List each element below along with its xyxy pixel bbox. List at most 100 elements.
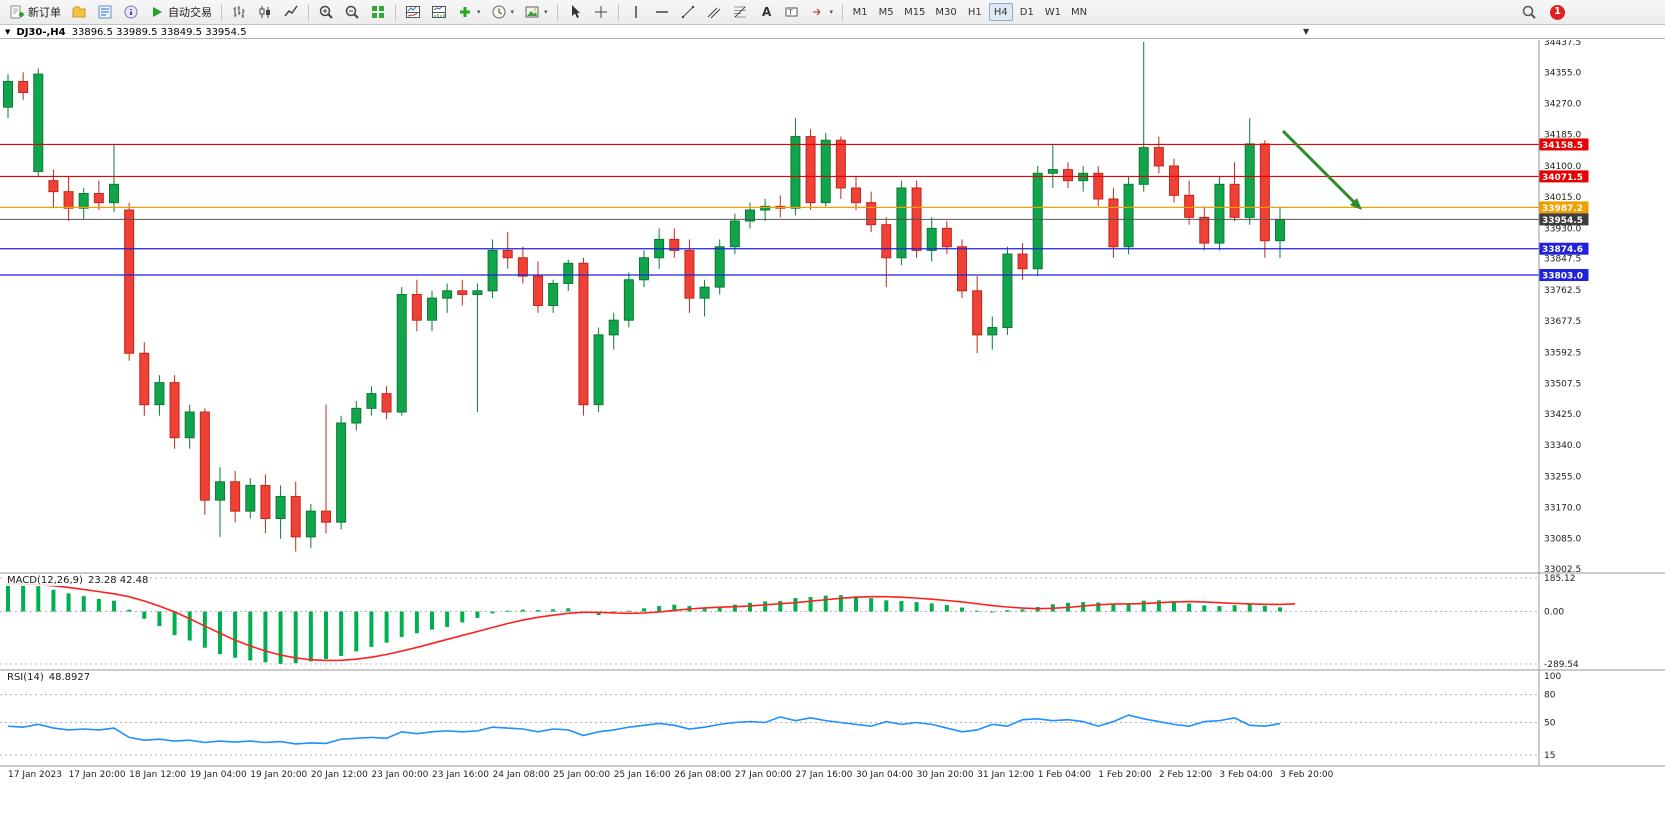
timeframe-button-mn[interactable]: MN xyxy=(1071,6,1088,18)
timeframe-group: M1 M5 M15 M30 H1 H4 D1 W1 MN xyxy=(847,3,1092,21)
macd-histogram-bar xyxy=(445,611,450,627)
horizontal-line-button[interactable] xyxy=(650,3,674,22)
macd-histogram-bar xyxy=(869,598,874,612)
chart-menu-dropdown-icon[interactable]: ▼ xyxy=(5,28,11,36)
periods-button[interactable]: ▾ xyxy=(487,3,519,22)
price-badge-label: 33874.6 xyxy=(1542,245,1583,255)
time-axis-label: 17 Jan 20:00 xyxy=(69,770,126,780)
fibonacci-button[interactable] xyxy=(728,3,752,22)
chart-ohlc-quote: 33896.5 33989.5 33849.5 33954.5 xyxy=(71,26,247,38)
line-chart-button[interactable] xyxy=(279,3,303,22)
candlestick-chart-icon xyxy=(257,4,273,20)
timeframe-button-m1[interactable]: M1 xyxy=(852,6,868,18)
price-badge xyxy=(1539,201,1589,214)
candle-body xyxy=(639,257,649,281)
navigator-button[interactable] xyxy=(119,3,143,22)
text-icon: A xyxy=(758,4,774,20)
trendline-button[interactable] xyxy=(676,3,700,22)
timeframe-button-m5[interactable]: M5 xyxy=(878,6,894,18)
new-order-label: 新订单 xyxy=(28,6,61,19)
candle-body xyxy=(851,187,861,204)
candle-body xyxy=(154,382,165,406)
price-chart-canvas[interactable]: 34437.5 34355.0 34270.0 34185.0 34100.0 34015… xyxy=(0,40,1665,782)
indicator-window-button[interactable] xyxy=(401,3,425,22)
candle-body xyxy=(987,327,998,336)
channel-button[interactable] xyxy=(702,3,726,22)
macd-indicator-label: MACD(12,26,9) 23.28 42.48 xyxy=(5,575,151,586)
candle-body xyxy=(1047,169,1058,174)
macd-histogram-bar xyxy=(929,603,934,612)
timeframe-button-d1[interactable]: D1 xyxy=(1019,6,1034,18)
time-axis[interactable]: 17 Jan 2023 17 Jan 20:00 18 Jan 12:00 19 Ja… xyxy=(8,770,1334,780)
arrow-object[interactable] xyxy=(1281,129,1362,211)
new-order-button[interactable]: 新订单 xyxy=(5,3,65,22)
label-button[interactable]: T xyxy=(780,3,804,22)
price-badge xyxy=(1539,242,1589,255)
crosshair-button[interactable] xyxy=(589,3,613,22)
zoom-in-button[interactable] xyxy=(314,3,338,22)
candle-body xyxy=(941,227,952,248)
macd-histogram-bar xyxy=(596,611,601,616)
market-watch-button[interactable] xyxy=(93,3,117,22)
rsi-value: 48.8927 xyxy=(48,672,91,683)
candle-body xyxy=(1138,147,1149,185)
macd-histogram-bar xyxy=(1232,605,1237,612)
macd-histogram-bar xyxy=(1156,600,1161,612)
arrows-button[interactable]: ▾ xyxy=(806,3,838,22)
macd-histogram-bar xyxy=(233,611,238,658)
macd-histogram-bar xyxy=(778,601,783,612)
bar-chart-button[interactable] xyxy=(227,3,251,22)
chart-shift-marker-icon[interactable]: ▼ xyxy=(1303,27,1310,36)
cursor-button[interactable] xyxy=(563,3,587,22)
tile-windows-button[interactable] xyxy=(366,3,390,22)
macd-histogram-bar xyxy=(81,596,86,612)
autotrade-button[interactable]: 自动交易 xyxy=(145,3,216,22)
timeframe-button-h1[interactable]: H1 xyxy=(967,6,982,18)
candle-body xyxy=(1123,183,1134,248)
price-axis[interactable]: 34437.5 34355.0 34270.0 34185.0 34100.0 34015… xyxy=(1544,40,1581,761)
candle-body xyxy=(820,139,831,204)
timeframe-button-w1[interactable]: W1 xyxy=(1044,6,1062,18)
macd-histogram-bar xyxy=(1172,601,1176,612)
macd-histogram-bar xyxy=(1126,603,1131,612)
candle-body xyxy=(169,382,180,439)
notification-badge[interactable]: 1 xyxy=(1550,4,1565,20)
search-icon[interactable] xyxy=(1517,3,1541,22)
templates-button[interactable]: ▾ xyxy=(520,3,552,22)
macd-histogram-bar xyxy=(127,609,132,612)
price-badge-label: 34158.5 xyxy=(1542,141,1583,151)
macd-histogram-bar xyxy=(369,611,374,647)
macd-histogram-bar xyxy=(1005,610,1010,612)
chevron-down-icon: ▾ xyxy=(477,8,481,16)
add-indicator-button[interactable]: ▾ xyxy=(453,3,485,22)
candle-body xyxy=(336,422,347,523)
svg-text:A: A xyxy=(762,5,772,19)
macd-scale-label: 0.00 xyxy=(1544,608,1564,618)
vertical-line-icon xyxy=(628,4,644,20)
timeframe-button-h4[interactable]: H4 xyxy=(988,3,1013,21)
vertical-line-button[interactable] xyxy=(624,3,648,22)
price-axis-tick-label: 34185.0 xyxy=(1544,131,1581,141)
candle-body xyxy=(699,286,710,299)
macd-histogram-bar xyxy=(339,611,344,656)
price-axis-tick-label: 33425.0 xyxy=(1544,410,1581,420)
bar-chart-icon xyxy=(231,4,247,20)
macd-histogram-bar xyxy=(263,611,268,663)
candle-body xyxy=(33,73,44,172)
price-badges: 34158.5 34071.5 33987.2 33874.6 33803.0 33954… xyxy=(1539,138,1589,282)
zoom-out-button[interactable] xyxy=(340,3,364,22)
candle-body xyxy=(760,205,771,211)
price-axis-tick-label: 34100.0 xyxy=(1544,162,1581,172)
timeframe-button-m30[interactable]: M30 xyxy=(935,6,957,18)
text-button[interactable]: A xyxy=(754,3,778,22)
macd-histogram-bar xyxy=(536,610,540,612)
level-lines-layer xyxy=(0,143,1539,276)
chart-profiles-button[interactable] xyxy=(67,3,91,22)
timeframe-button-m15[interactable]: M15 xyxy=(904,6,926,18)
indicator-window-2-icon xyxy=(431,4,447,20)
candlestick-chart-button[interactable] xyxy=(253,3,277,22)
candle-body xyxy=(396,293,407,413)
macd-histogram-bar xyxy=(414,611,419,634)
indicator-window-2-button[interactable] xyxy=(427,3,451,22)
time-axis-label: 19 Jan 20:00 xyxy=(250,770,307,780)
